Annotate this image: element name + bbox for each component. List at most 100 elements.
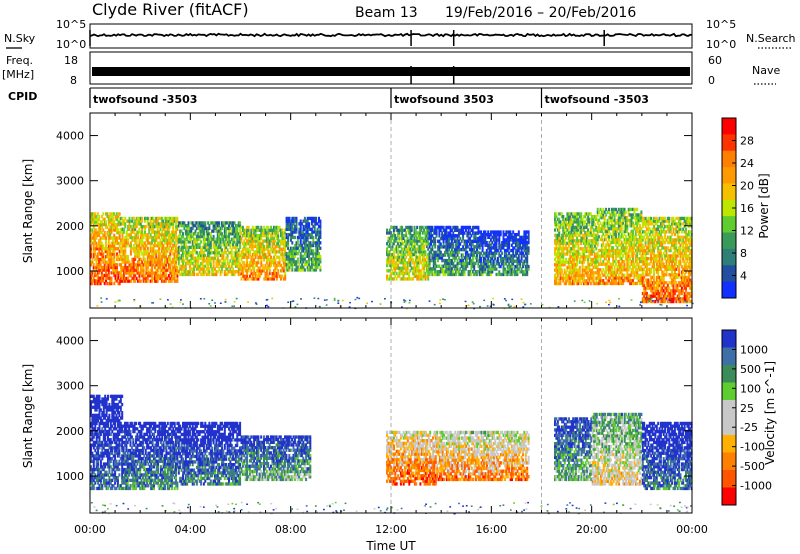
range-cell — [485, 254, 488, 258]
range-cell — [176, 216, 179, 221]
range-cell — [419, 247, 421, 251]
range-cell — [409, 231, 412, 235]
range-cell — [246, 247, 249, 251]
range-cell — [138, 276, 141, 281]
range-cell — [211, 256, 214, 260]
range-cell — [120, 230, 123, 234]
range-cell — [442, 234, 445, 238]
range-cell — [172, 246, 175, 251]
range-cell — [257, 239, 260, 243]
range-cell — [256, 234, 258, 238]
range-cell — [390, 277, 393, 281]
range-cell — [232, 272, 235, 277]
range-cell — [254, 244, 257, 249]
range-cell — [319, 227, 322, 231]
range-cell — [125, 244, 128, 248]
range-cell — [162, 279, 165, 283]
range-cell — [153, 241, 156, 245]
range-cell — [567, 217, 570, 221]
range-cell — [295, 219, 298, 223]
range-cell — [315, 241, 318, 245]
range-cell — [295, 246, 298, 250]
range-cell — [592, 281, 595, 286]
range-cell — [570, 276, 573, 280]
range-cell — [570, 263, 573, 267]
range-cell — [558, 247, 561, 251]
range-cell — [225, 226, 228, 231]
range-cell — [560, 247, 563, 251]
range-cell — [257, 277, 260, 281]
range-cell — [622, 268, 625, 272]
range-cell — [562, 276, 565, 280]
range-cell — [236, 240, 239, 244]
range-cell — [228, 224, 230, 228]
range-cell — [619, 257, 622, 261]
range-cell — [160, 263, 163, 267]
range-cell — [267, 239, 270, 243]
range-cell — [567, 263, 570, 267]
range-cell — [469, 231, 471, 235]
range-cell — [524, 267, 527, 271]
range-cell — [98, 252, 101, 256]
range-cell — [153, 257, 156, 261]
range-cell — [412, 277, 415, 281]
range-cell — [505, 238, 508, 242]
range-cell — [470, 272, 473, 277]
range-cell — [298, 230, 301, 234]
range-cell — [202, 240, 205, 244]
range-cell — [606, 281, 609, 286]
range-cell — [125, 235, 128, 240]
range-cell — [585, 236, 588, 240]
range-cell — [117, 215, 120, 219]
range-cell — [162, 252, 165, 256]
range-cell — [299, 241, 302, 245]
range-cell — [425, 269, 428, 273]
range-cell — [508, 246, 511, 250]
range-cell — [591, 271, 594, 275]
range-cell — [310, 249, 313, 253]
range-cell — [249, 252, 251, 257]
range-cell — [230, 251, 233, 255]
range-cell — [555, 236, 558, 240]
range-cell — [417, 250, 420, 254]
range-cell — [165, 265, 168, 270]
range-cell — [243, 234, 246, 238]
range-cell — [558, 228, 561, 232]
range-cell — [441, 258, 444, 263]
range-cell — [563, 220, 566, 224]
range-cell — [90, 223, 92, 227]
range-cell — [212, 237, 215, 241]
range-cell — [176, 227, 179, 231]
range-cell — [230, 224, 233, 228]
range-cell — [152, 227, 155, 231]
range-cell — [395, 225, 398, 230]
range-cell — [522, 238, 524, 242]
range-cell — [609, 262, 612, 266]
range-cell — [498, 241, 501, 245]
range-cell — [215, 237, 218, 241]
range-cell — [455, 272, 458, 277]
range-cell — [416, 239, 419, 243]
range-cell — [187, 251, 190, 255]
range-cell — [125, 230, 128, 234]
range-cell — [596, 235, 599, 239]
range-cell — [166, 260, 169, 264]
range-cell — [91, 279, 94, 283]
range-cell — [506, 248, 509, 253]
range-cell — [278, 228, 281, 232]
range-cell — [569, 247, 572, 251]
range-cell — [480, 238, 483, 242]
range-cell — [560, 263, 563, 267]
range-cell — [602, 251, 605, 255]
range-cell — [247, 234, 250, 238]
range-cell — [576, 236, 579, 240]
range-cell — [623, 273, 626, 277]
range-cell — [315, 257, 318, 261]
range-cell — [606, 265, 609, 269]
range-cell — [616, 246, 619, 250]
range-cell — [116, 257, 118, 262]
range-cell — [190, 267, 193, 271]
range-cell — [584, 268, 587, 272]
range-cell — [249, 242, 251, 246]
range-cell — [103, 257, 106, 262]
